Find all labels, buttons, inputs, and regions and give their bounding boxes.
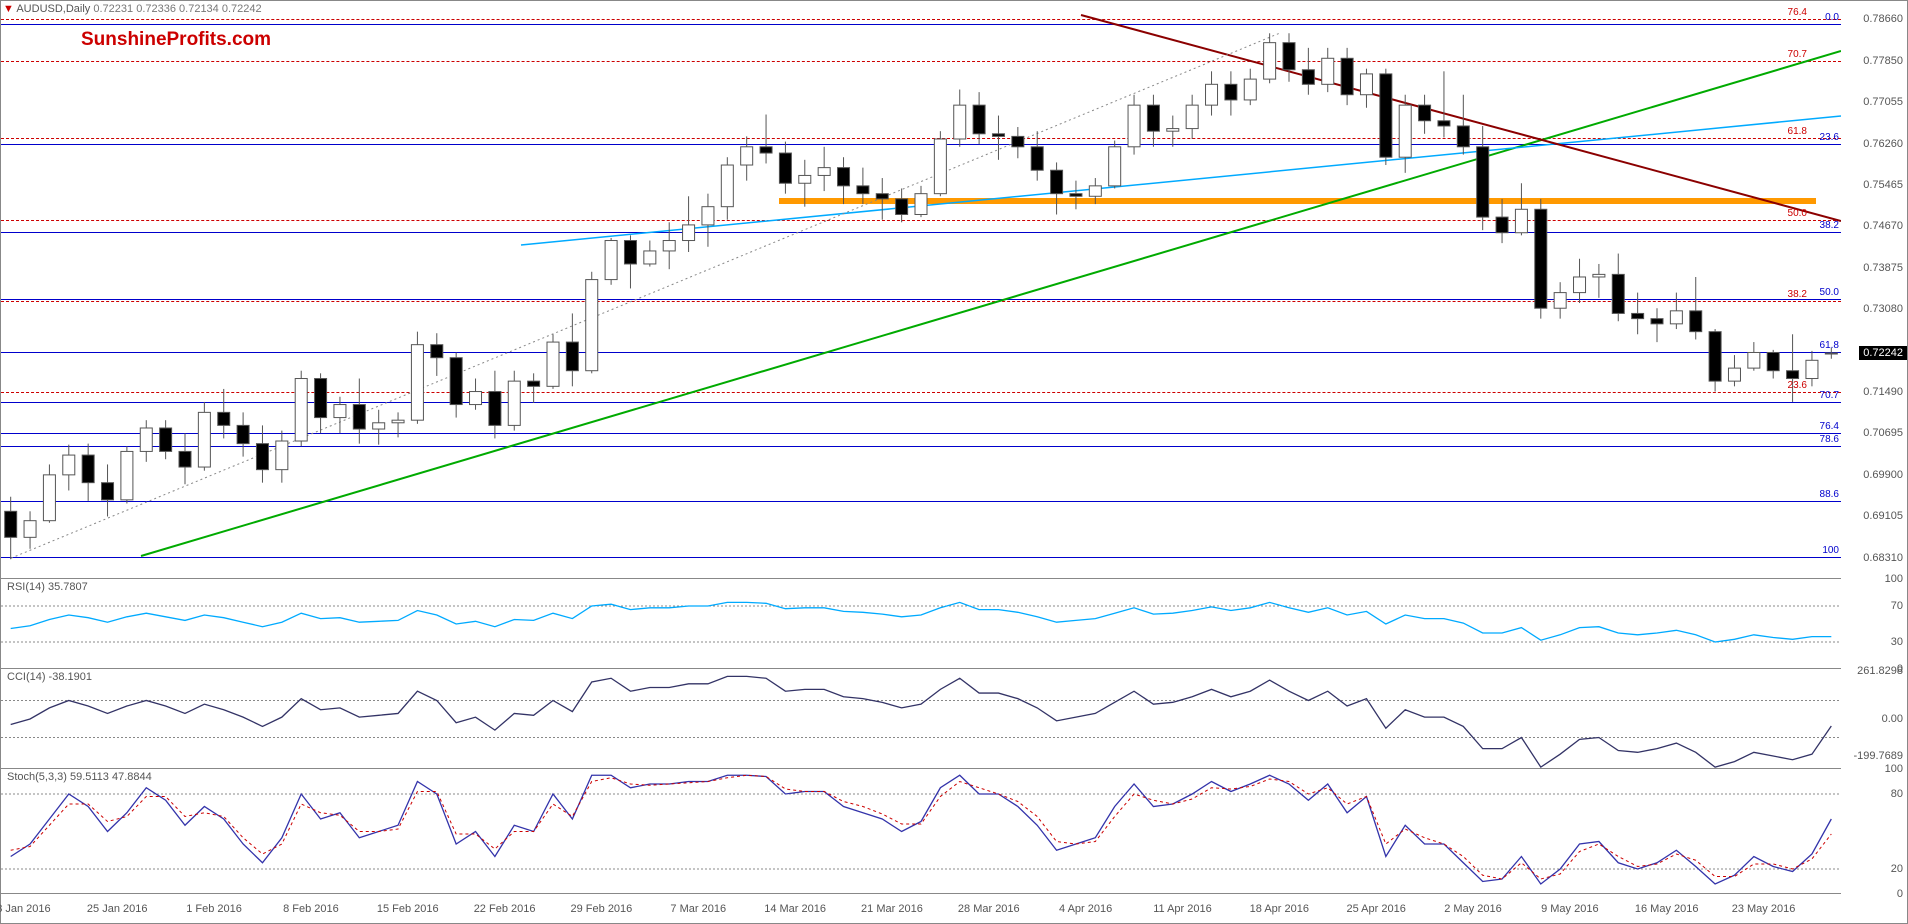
candlesticks-layer <box>1 1 1841 579</box>
stoch-axis: 10080200 <box>1839 769 1907 894</box>
cci-line <box>1 669 1841 769</box>
ohlc-high: 0.72336 <box>136 3 176 15</box>
price-axis: 0.72242 0.786600.778500.770550.762600.75… <box>1839 1 1907 579</box>
rsi-line <box>1 579 1841 669</box>
ohlc-low: 0.72134 <box>179 3 219 15</box>
rsi-axis: 10070300 <box>1839 579 1907 669</box>
cci-axis: 261.82980.00-199.7689 <box>1839 669 1907 769</box>
date-axis: 18 Jan 201625 Jan 20161 Feb 20168 Feb 20… <box>1 892 1841 923</box>
symbol-label: AUDUSD,Daily <box>16 3 90 15</box>
chart-container: ▼ AUDUSD,Daily 0.72231 0.72336 0.72134 0… <box>0 0 1908 924</box>
stoch-panel[interactable]: Stoch(5,3,3) 59.5113 47.8844 <box>1 769 1841 894</box>
stoch-lines <box>1 769 1841 894</box>
current-price-box: 0.72242 <box>1859 346 1907 360</box>
main-price-chart[interactable]: ▼ AUDUSD,Daily 0.72231 0.72336 0.72134 0… <box>1 1 1841 579</box>
cci-panel[interactable]: CCI(14) -38.1901 <box>1 669 1841 769</box>
ohlc-close: 0.72242 <box>222 3 262 15</box>
chart-header: ▼ AUDUSD,Daily 0.72231 0.72336 0.72134 0… <box>3 3 262 15</box>
ohlc-open: 0.72231 <box>93 3 133 15</box>
watermark: SunshineProfits.com <box>81 29 271 51</box>
rsi-panel[interactable]: RSI(14) 35.7807 <box>1 579 1841 669</box>
collapse-icon[interactable]: ▼ <box>3 3 14 15</box>
